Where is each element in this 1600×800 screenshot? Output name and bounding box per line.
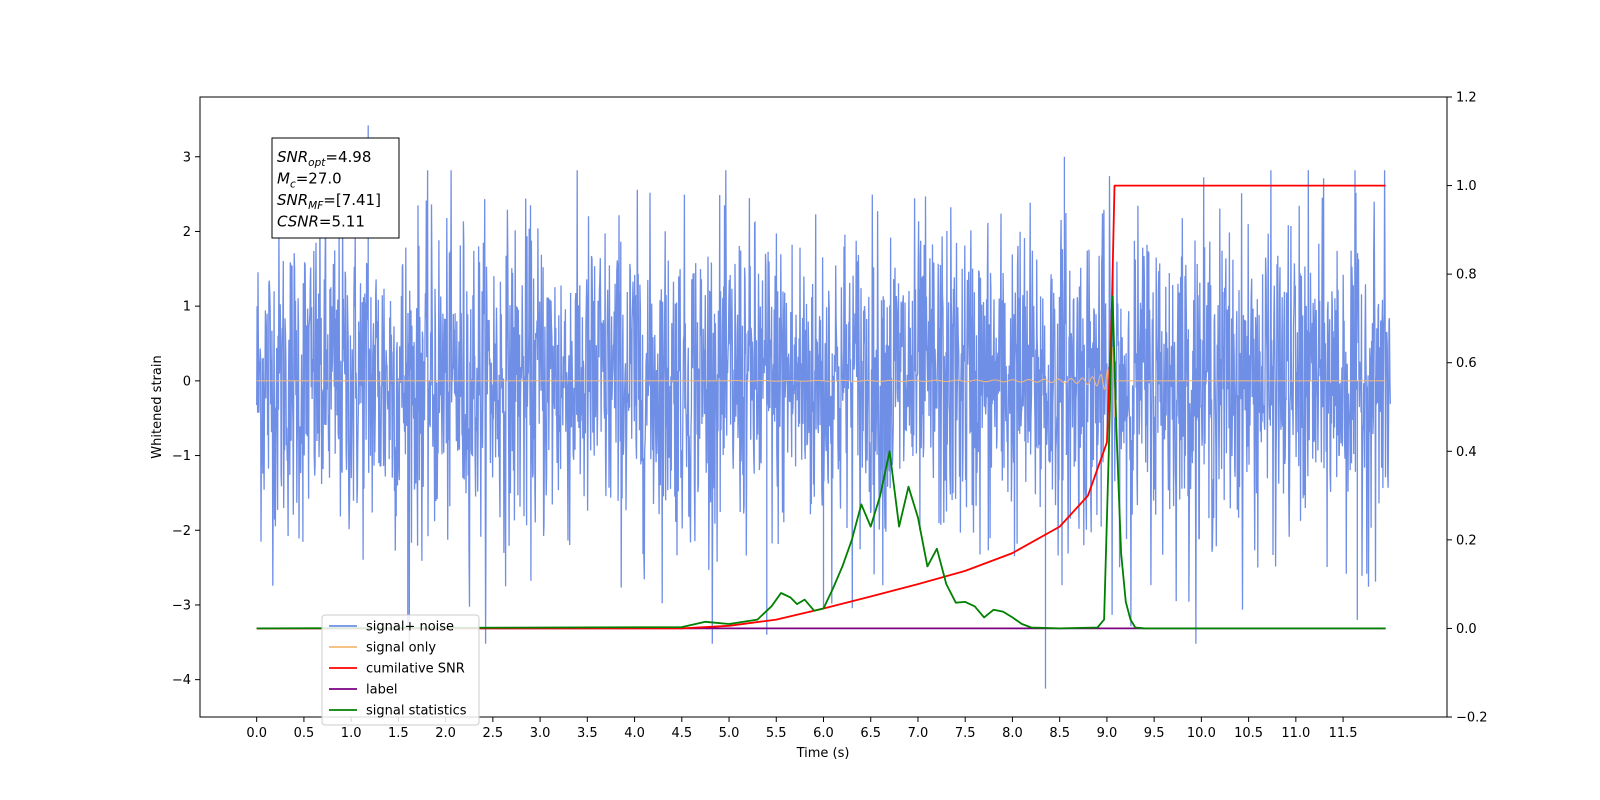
y-tick-label: −4 xyxy=(172,673,191,688)
legend-frame xyxy=(321,614,480,726)
legend-label: signal only xyxy=(366,641,436,656)
x-axis-label: Time (s) xyxy=(796,746,850,761)
signal-noise-line xyxy=(256,125,1391,689)
y-axis-right: −0.2 0.0 0.2 0.4 0.6 0.8 1.0 1.2 xyxy=(1447,91,1488,726)
x-tick-label: 10.0 xyxy=(1187,726,1216,741)
legend-label: signal+ noise xyxy=(366,620,454,635)
legend-label: signal statistics xyxy=(366,704,467,719)
x-tick-label: 9.0 xyxy=(1097,726,1118,741)
y-axis-label: Whitened strain xyxy=(150,355,165,458)
x-tick-label: 2.0 xyxy=(435,726,456,741)
y2-tick-label: 0.0 xyxy=(1456,622,1477,637)
legend: signal+ noise signal only cumilative SNR la… xyxy=(321,614,480,726)
y-tick-label: 3 xyxy=(183,150,191,165)
x-tick-label: 0.0 xyxy=(246,726,267,741)
x-tick-label: 4.0 xyxy=(624,726,645,741)
y-tick-label: −1 xyxy=(172,449,191,464)
x-tick-label: 11.0 xyxy=(1281,726,1310,741)
x-axis: 0.0 0.5 1.0 1.5 2.0 2.5 3.0 3.5 4.0 4.5 5.0 5.5 6.0 6… xyxy=(246,717,1358,741)
signal-statistics-line xyxy=(256,295,1386,630)
y-tick-label: 2 xyxy=(183,225,191,240)
y2-tick-label: 0.8 xyxy=(1456,268,1477,283)
y-tick-label: 1 xyxy=(183,300,191,315)
signal-noise-series xyxy=(256,125,1391,689)
x-tick-label: 10.5 xyxy=(1234,726,1263,741)
x-tick-label: 7.5 xyxy=(955,726,976,741)
legend-label: label xyxy=(366,683,397,698)
y-axis-left: −4 −3 −2 −1 0 1 2 3 xyxy=(172,150,200,688)
x-tick-label: 2.5 xyxy=(483,726,504,741)
y-tick-label: 0 xyxy=(183,374,191,389)
annotation-line: CSNR=5.11 xyxy=(277,213,365,231)
x-tick-label: 6.0 xyxy=(813,726,834,741)
x-tick-label: 4.5 xyxy=(671,726,692,741)
y2-tick-label: 0.6 xyxy=(1456,356,1477,371)
x-tick-label: 11.5 xyxy=(1329,726,1358,741)
x-tick-label: 1.0 xyxy=(341,726,362,741)
x-tick-label: 3.0 xyxy=(530,726,551,741)
signal-only-line xyxy=(256,346,1386,418)
y2-tick-label: −0.2 xyxy=(1456,711,1488,726)
annotation-line: SNRopt=4.98 xyxy=(277,148,371,169)
x-tick-label: 5.5 xyxy=(766,726,787,741)
y-tick-label: −3 xyxy=(172,598,191,613)
y2-tick-label: 0.4 xyxy=(1456,445,1477,460)
cumulative-snr-line xyxy=(256,184,1386,630)
y2-tick-label: 1.2 xyxy=(1456,91,1477,106)
x-tick-label: 8.0 xyxy=(1002,726,1023,741)
x-tick-label: 1.5 xyxy=(388,726,409,741)
y-tick-label: −2 xyxy=(172,524,191,539)
x-tick-label: 8.5 xyxy=(1049,726,1070,741)
annotation-line: Mc=27.0 xyxy=(277,170,342,191)
y2-tick-label: 0.2 xyxy=(1456,533,1477,548)
x-tick-label: 7.0 xyxy=(908,726,929,741)
x-tick-label: 9.5 xyxy=(1144,726,1165,741)
annotation-line: SNRMF=[7.41] xyxy=(277,191,381,212)
x-tick-label: 0.5 xyxy=(294,726,315,741)
x-tick-label: 3.5 xyxy=(577,726,598,741)
x-tick-label: 5.0 xyxy=(719,726,740,741)
y2-tick-label: 1.0 xyxy=(1456,179,1477,194)
signal-only-series xyxy=(256,346,1386,418)
legend-label: cumilative SNR xyxy=(366,662,465,677)
x-tick-label: 6.5 xyxy=(860,726,881,741)
